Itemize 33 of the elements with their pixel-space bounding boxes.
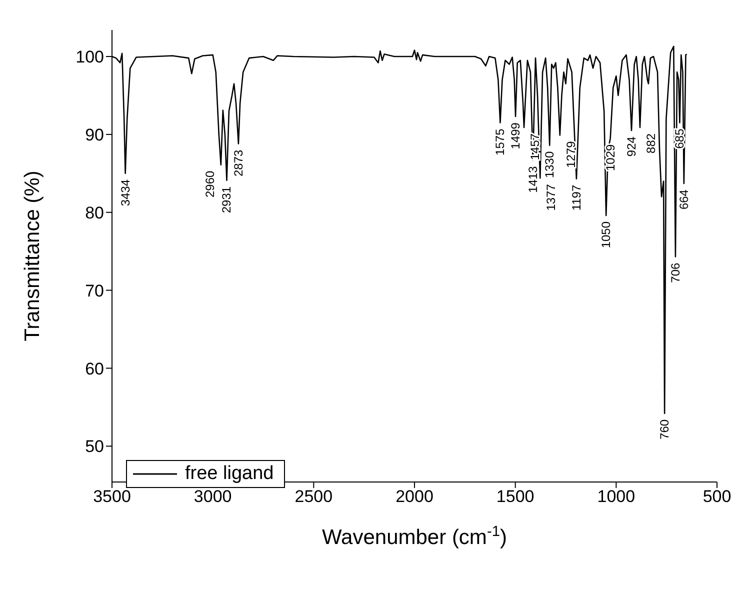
x-axis-title: Wavenumber (cm$^{-1}$) — [322, 524, 507, 549]
x-tick-label: 500 — [702, 487, 732, 506]
x-tick-label: 3500 — [93, 487, 131, 506]
y-tick-label: 90 — [85, 125, 104, 144]
annotation: 1050 — [599, 221, 614, 248]
annotation: 882 — [644, 133, 658, 154]
legend-label: free ligand — [185, 463, 274, 485]
x-tick-label: 1500 — [496, 487, 534, 506]
annotation: 1499 — [508, 122, 523, 150]
y-tick-label: 50 — [85, 437, 104, 456]
y-tick-label: 80 — [85, 203, 104, 222]
annotation: 2960 — [202, 170, 217, 198]
annotation: 760 — [658, 419, 672, 440]
annotation: 1575 — [493, 128, 508, 156]
annotation: 2931 — [220, 186, 234, 214]
annotation: 706 — [668, 262, 682, 283]
annotation: 2873 — [231, 149, 246, 176]
x-tick-label: 3000 — [194, 487, 232, 506]
annotation: 3434 — [118, 179, 132, 206]
annotation: 1413 — [526, 166, 540, 193]
x-tick-label: 2000 — [396, 487, 434, 506]
annotation: 1197 — [569, 184, 584, 211]
annotation: 1330 — [542, 151, 557, 178]
annotation: 1279 — [564, 140, 578, 168]
y-tick-label: 60 — [85, 359, 104, 378]
annotation: 924 — [624, 136, 638, 157]
annotation: 664 — [676, 189, 691, 210]
x-tick-label: 2500 — [294, 487, 333, 506]
y-tick-label: 100 — [76, 48, 104, 67]
y-axis-title: Transmittance (%) — [20, 170, 44, 342]
y-tick-label: 70 — [85, 281, 104, 300]
x-tick-label: 1000 — [597, 487, 636, 506]
annotation: 1377 — [544, 184, 558, 211]
